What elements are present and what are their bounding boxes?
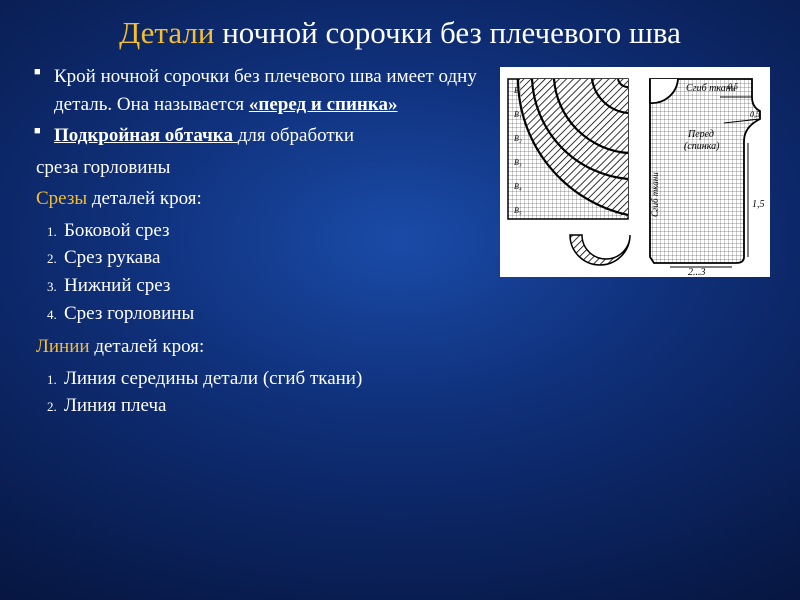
svg-text:B₅: B₅: [514, 206, 522, 215]
label-fold-side: Сгиб ткани: [650, 172, 660, 217]
bullet-2: Подкройная обтачка для обработки: [30, 122, 492, 150]
list1-item-4: Срез горловины: [60, 300, 492, 328]
numbered-list-1: Боковой срез Срез рукава Нижний срез Сре…: [30, 217, 492, 327]
section-2-hl: Линии: [36, 336, 90, 357]
bullet-2-term: Подкройная обтачка: [54, 125, 238, 146]
section-1-rest: деталей кроя:: [87, 188, 202, 209]
svg-text:B₁: B₁: [514, 110, 522, 119]
slide: Детали ночной сорочки без плечевого шва …: [0, 0, 800, 600]
dim-bottom: 2...3: [688, 267, 706, 277]
svg-text:B₃: B₃: [514, 158, 522, 167]
title-rest: ночной сорочки без плечевого шва: [214, 15, 680, 50]
content-area: Крой ночной сорочки без плечевого шва им…: [30, 63, 770, 426]
slide-title: Детали ночной сорочки без плечевого шва: [30, 14, 770, 51]
svg-text:B₂: B₂: [514, 134, 522, 143]
label-piece-2: (спинка): [684, 141, 720, 152]
list2-item-2: Линия плеча: [60, 392, 492, 420]
dim-small-2: 0,5: [750, 110, 760, 119]
bullet-1-term: «перед и спинка»: [249, 94, 398, 115]
bullet-2-rest: для обработки: [238, 125, 354, 146]
text-column: Крой ночной сорочки без плечевого шва им…: [30, 63, 492, 426]
pattern-diagram: B B₁ B₂ B₃ B₄ B₅ Сгиб ткани Перед (спинк…: [500, 67, 770, 277]
bullet-1: Крой ночной сорочки без плечевого шва им…: [30, 63, 492, 118]
section-2-heading: Линии деталей кроя:: [30, 333, 492, 361]
section-1-hl: Срезы: [36, 188, 87, 209]
svg-text:B₄: B₄: [514, 182, 522, 191]
label-piece-1: Перед: [687, 129, 714, 140]
dim-side: 1,5: [752, 199, 765, 210]
section-2-rest: деталей кроя:: [90, 336, 205, 357]
svg-text:B: B: [514, 86, 519, 95]
numbered-list-2: Линия середины детали (сгиб ткани) Линия…: [30, 365, 492, 420]
bullet-list: Крой ночной сорочки без плечевого шва им…: [30, 63, 492, 150]
title-highlight: Детали: [119, 15, 214, 50]
list1-item-3: Нижний срез: [60, 272, 492, 300]
section-1-heading: Срезы деталей кроя:: [30, 185, 492, 213]
diagram-svg: B B₁ B₂ B₃ B₄ B₅ Сгиб ткани Перед (спинк…: [500, 67, 770, 277]
list2-item-1: Линия середины детали (сгиб ткани): [60, 365, 492, 393]
list1-item-2: Срез рукава: [60, 244, 492, 272]
dim-small-1: 0,5: [728, 82, 738, 91]
list1-item-1: Боковой срез: [60, 217, 492, 245]
plain-line-1: среза горловины: [30, 154, 492, 182]
